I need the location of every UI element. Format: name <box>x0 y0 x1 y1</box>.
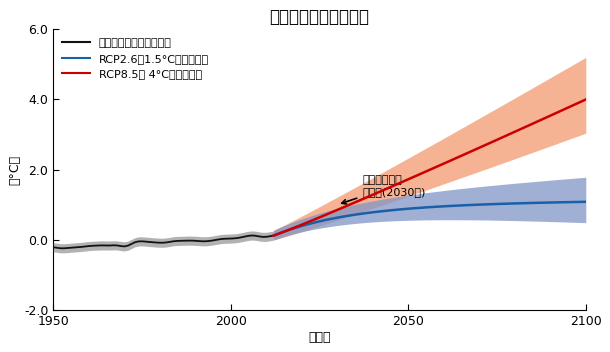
Y-axis label: （°C）: （°C） <box>9 155 21 185</box>
Title: 世界平均地上気温変化: 世界平均地上気温変化 <box>270 8 370 26</box>
Legend: 過去の期間のモデル結果, RCP2.6（1.5°Cシナリオ）, RCP8.5（ 4°Cシナリオ）: 過去の期間のモデル結果, RCP2.6（1.5°Cシナリオ）, RCP8.5（ … <box>59 35 212 83</box>
X-axis label: （年）: （年） <box>308 331 331 344</box>
Text: シナリオ分析
対象年(2030年): シナリオ分析 対象年(2030年) <box>342 175 426 204</box>
